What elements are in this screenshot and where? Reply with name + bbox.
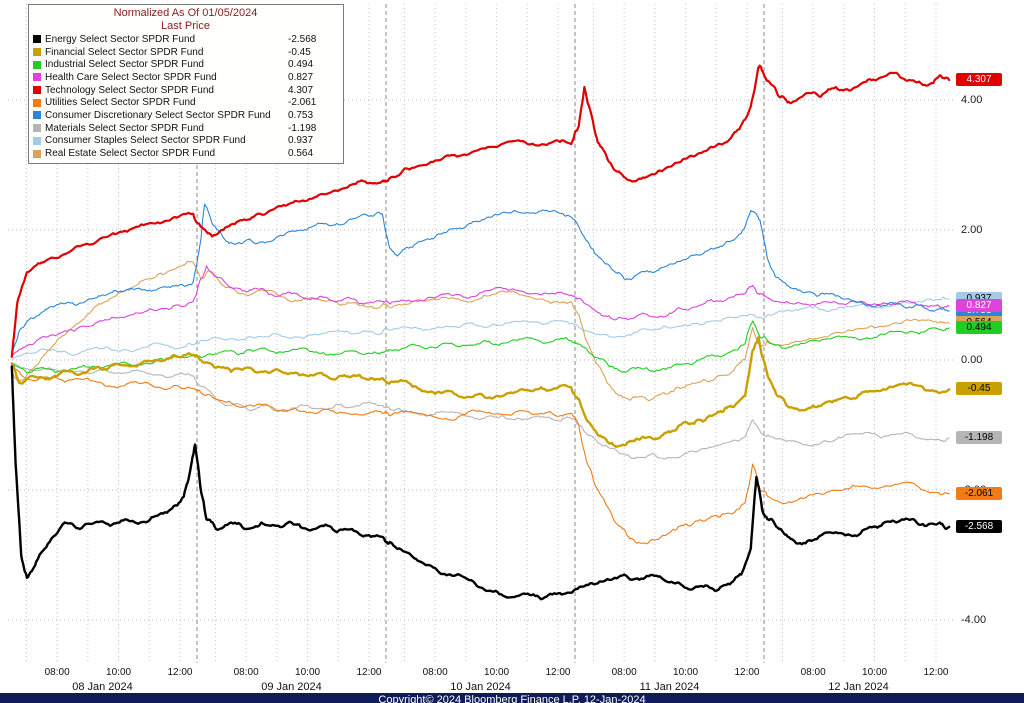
legend-label: Real Estate Select Sector SPDR Fund xyxy=(45,148,216,160)
price-tag-materials: -1.198 xyxy=(956,430,1002,444)
y-axis-label: -4.00 xyxy=(961,614,987,626)
consumer-staples-swatch-icon xyxy=(33,136,41,145)
legend-value: 0.494 xyxy=(288,59,314,71)
legend-item-technology: Technology Select Sector SPDR Fund 4.307 xyxy=(33,84,338,97)
series-line-health-care xyxy=(11,265,950,358)
y-axis-label: 0.00 xyxy=(961,354,983,366)
time-label: 10:00 xyxy=(484,667,510,678)
legend-label: Health Care Select Sector SPDR Fund xyxy=(45,71,217,83)
legend-value: -2.061 xyxy=(288,97,317,109)
legend-items: Energy Select Sector SPDR Fund -2.568 Fina… xyxy=(33,33,338,160)
legend-item-consumer-discretionary: Consumer Discretionary Select Sector SPD… xyxy=(33,109,338,122)
legend-title-line1: Normalized As Of 01/05/2024 xyxy=(113,7,258,19)
price-tag-financial: -0.45 xyxy=(956,382,1002,396)
footer-bar: Copyright© 2024 Bloomberg Finance L.P. 1… xyxy=(0,693,1024,703)
energy-swatch-icon xyxy=(33,35,41,44)
price-tag-utilities: -2.061 xyxy=(956,486,1002,500)
series-line-financial xyxy=(10,336,951,448)
date-label: 09 Jan 2024 xyxy=(261,681,322,693)
series-line-industrial xyxy=(11,320,950,374)
legend-value: -0.45 xyxy=(288,46,311,58)
financial-swatch-icon xyxy=(33,48,41,57)
price-tag-industrial: 0.494 xyxy=(956,320,1002,334)
real-estate-swatch-icon xyxy=(33,149,41,158)
legend-label: Materials Select Sector SPDR Fund xyxy=(45,122,204,134)
y-axis-label: 4.00 xyxy=(961,94,983,106)
legend-label: Consumer Discretionary Select Sector SPD… xyxy=(45,109,271,121)
legend-value: 0.753 xyxy=(288,109,314,121)
materials-swatch-icon xyxy=(33,124,41,133)
legend-label: Industrial Select Sector SPDR Fund xyxy=(45,59,204,71)
legend-value: -1.198 xyxy=(288,122,317,134)
price-tag-health-care: 0.827 xyxy=(956,299,1002,313)
series-line-real-estate xyxy=(11,260,950,402)
date-label: 08 Jan 2024 xyxy=(72,681,133,693)
legend-item-utilities: Utilities Select Sector SPDR Fund -2.061 xyxy=(33,96,338,109)
legend-value: 0.827 xyxy=(288,71,314,83)
series-line-utilities xyxy=(11,364,950,545)
time-label: 12:00 xyxy=(545,667,571,678)
technology-swatch-icon xyxy=(33,86,41,95)
date-label: 11 Jan 2024 xyxy=(639,681,700,693)
time-label: 10:00 xyxy=(673,667,699,678)
legend-title-line2: Last Price xyxy=(161,20,210,32)
time-label: 10:00 xyxy=(862,667,888,678)
time-label: 10:00 xyxy=(295,667,321,678)
price-tag-energy: -2.568 xyxy=(956,519,1002,533)
consumer-discretionary-swatch-icon xyxy=(33,111,41,120)
legend-label: Utilities Select Sector SPDR Fund xyxy=(45,97,196,109)
footer-text: Copyright© 2024 Bloomberg Finance L.P. 1… xyxy=(378,694,646,703)
legend-label: Technology Select Sector SPDR Fund xyxy=(45,84,214,96)
legend-label: Energy Select Sector SPDR Fund xyxy=(45,33,196,45)
legend-item-financial: Financial Select Sector SPDR Fund -0.45 xyxy=(33,46,338,59)
time-label: 08:00 xyxy=(800,667,826,678)
legend-item-materials: Materials Select Sector SPDR Fund -1.198 xyxy=(33,122,338,135)
time-label: 12:00 xyxy=(923,667,949,678)
industrial-swatch-icon xyxy=(33,60,41,69)
utilities-swatch-icon xyxy=(33,98,41,107)
series-line-energy xyxy=(10,365,951,601)
legend-value: 0.937 xyxy=(288,135,314,147)
legend-item-industrial: Industrial Select Sector SPDR Fund 0.494 xyxy=(33,58,338,71)
price-tag-technology: 4.307 xyxy=(956,73,1002,87)
legend-item-health-care: Health Care Select Sector SPDR Fund 0.827 xyxy=(33,71,338,84)
legend-box: Normalized As Of 01/05/2024 Last Price E… xyxy=(28,4,344,164)
time-label: 12:00 xyxy=(167,667,193,678)
legend-value: -2.568 xyxy=(288,33,317,45)
series-line-materials xyxy=(11,362,950,460)
time-label: 08:00 xyxy=(422,667,448,678)
legend-item-energy: Energy Select Sector SPDR Fund -2.568 xyxy=(33,33,338,46)
legend-item-real-estate: Real Estate Select Sector SPDR Fund 0.564 xyxy=(33,147,338,160)
legend-value: 4.307 xyxy=(288,84,314,96)
date-label: 12 Jan 2024 xyxy=(828,681,889,693)
time-label: 10:00 xyxy=(106,667,132,678)
y-axis-label: 2.00 xyxy=(961,224,983,236)
time-label: 12:00 xyxy=(734,667,760,678)
legend-item-consumer-staples: Consumer Staples Select Sector SPDR Fund… xyxy=(33,135,338,148)
time-label: 12:00 xyxy=(356,667,382,678)
legend-label: Consumer Staples Select Sector SPDR Fund xyxy=(45,135,246,147)
legend-value: 0.564 xyxy=(288,148,314,160)
legend-label: Financial Select Sector SPDR Fund xyxy=(45,46,204,58)
series-line-technology xyxy=(10,64,951,358)
date-label: 10 Jan 2024 xyxy=(450,681,511,693)
time-label: 08:00 xyxy=(44,667,70,678)
time-label: 08:00 xyxy=(611,667,637,678)
series-line-consumer-staples xyxy=(11,296,950,361)
health-care-swatch-icon xyxy=(33,73,41,82)
series-line-consumer-discretionary xyxy=(11,203,950,355)
time-label: 08:00 xyxy=(233,667,259,678)
